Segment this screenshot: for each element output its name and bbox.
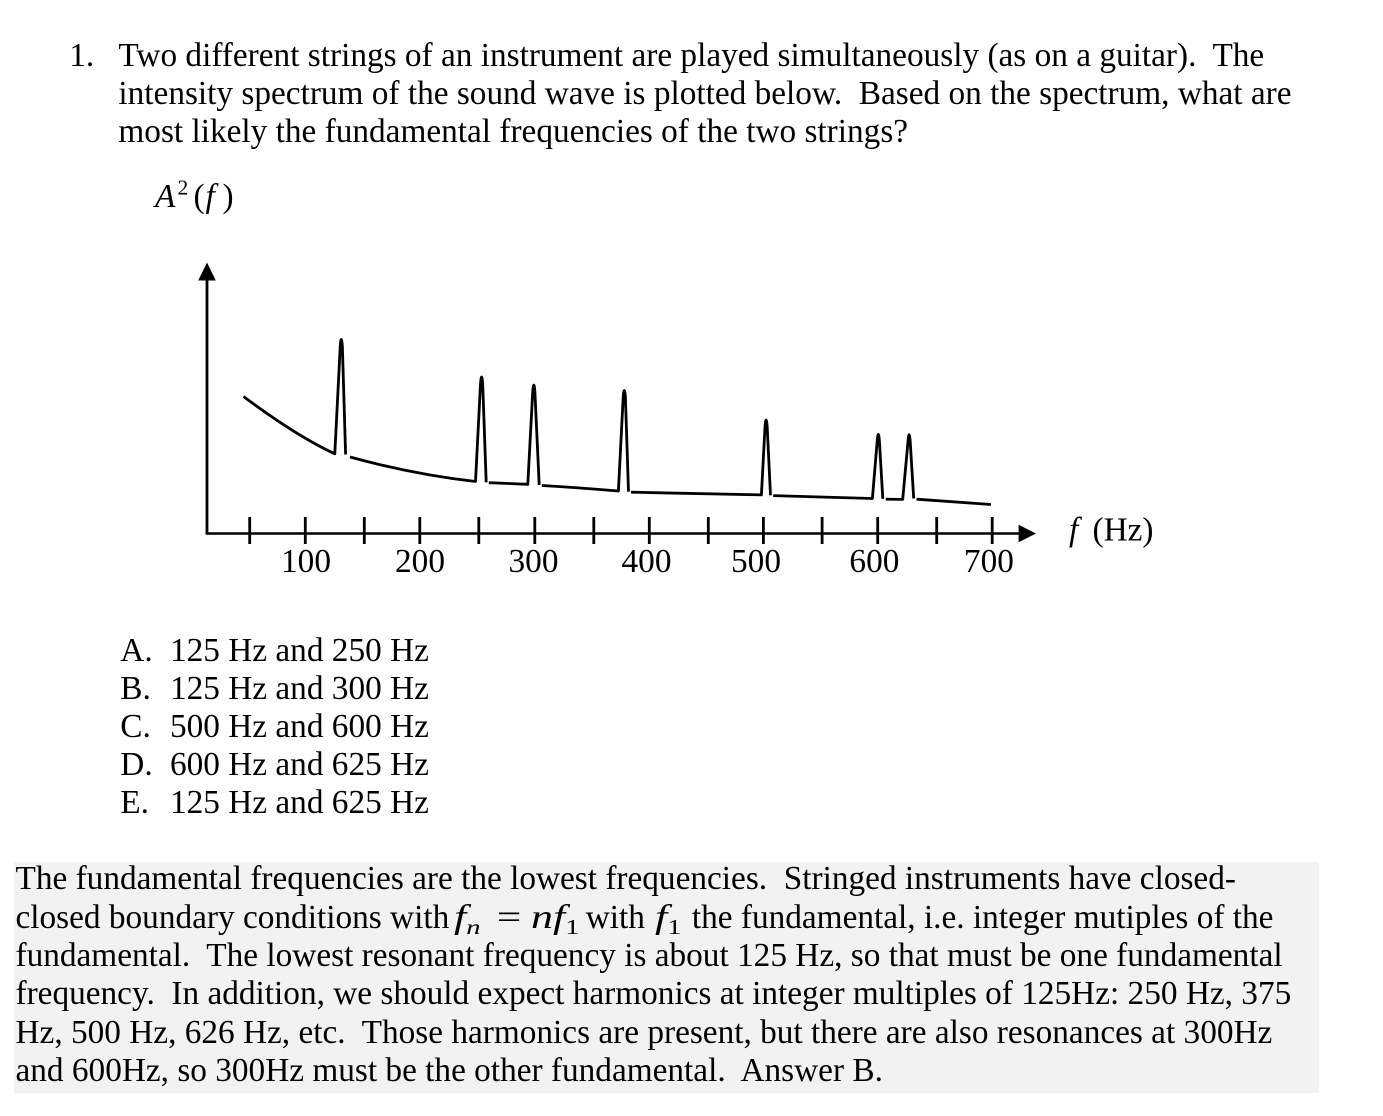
svg-text:200: 200: [395, 543, 445, 580]
svg-text:(f): (f): [194, 178, 234, 215]
svg-text:f(Hz): f (Hz): [1069, 512, 1154, 549]
svg-text:400: 400: [622, 543, 672, 580]
svg-text:600: 600: [849, 543, 899, 580]
svg-text:A: A: [153, 178, 176, 215]
svg-text:500: 500: [731, 543, 781, 580]
svg-text:2: 2: [178, 175, 189, 199]
svg-text:700: 700: [964, 543, 1014, 580]
svg-text:300: 300: [509, 543, 559, 580]
svg-text:100: 100: [281, 543, 331, 580]
